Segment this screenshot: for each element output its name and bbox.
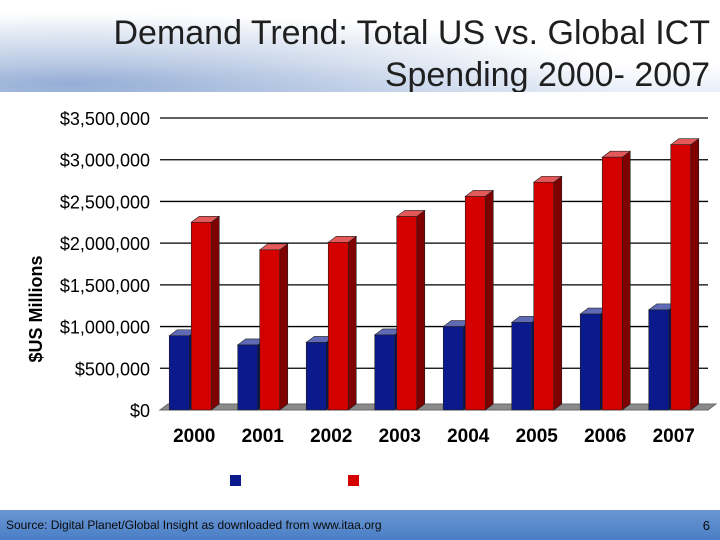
y-axis-label: $US Millions bbox=[26, 255, 46, 362]
bar-face bbox=[396, 216, 418, 411]
source-note: Source: Digital Planet/Global Insight as… bbox=[6, 518, 382, 532]
legend-swatch-series-1 bbox=[230, 475, 241, 486]
x-tick-label: 2004 bbox=[447, 426, 490, 447]
x-tick-label: 2003 bbox=[379, 426, 421, 447]
x-tick-labels: 2000 2001 2002 2003 2004 2005 2006 2007 bbox=[173, 426, 695, 447]
bar-side bbox=[279, 243, 289, 411]
bar-series-2 bbox=[395, 209, 426, 411]
legend bbox=[230, 475, 359, 486]
chart-panel bbox=[0, 92, 720, 510]
title-accent bbox=[0, 0, 720, 92]
y-tick-label: $500,000 bbox=[75, 359, 150, 379]
y-tick-label: $3,500,000 bbox=[60, 109, 150, 129]
bar-face bbox=[259, 249, 281, 411]
bar-face bbox=[442, 326, 464, 411]
bar-face bbox=[237, 344, 259, 411]
bar-series-2 bbox=[669, 138, 700, 411]
x-tick-label: 2002 bbox=[310, 426, 352, 447]
bars bbox=[168, 138, 700, 411]
bar-face bbox=[511, 322, 533, 411]
y-tick-label: $3,000,000 bbox=[60, 151, 150, 171]
bar-face bbox=[601, 156, 623, 411]
bar-side bbox=[484, 189, 494, 411]
bar-chart: $US Millions $0 $500,000 $1,000,000 $1,500,… bbox=[26, 109, 718, 486]
y-tick-label: $2,000,000 bbox=[60, 234, 150, 254]
bar-side bbox=[416, 209, 426, 411]
bar-side bbox=[690, 138, 700, 411]
x-tick-label: 2007 bbox=[653, 426, 695, 447]
y-tick-label: $1,000,000 bbox=[60, 318, 150, 338]
y-tick-label: $1,500,000 bbox=[60, 276, 150, 296]
x-tick-label: 2000 bbox=[173, 426, 215, 447]
y-tick-label: $0 bbox=[130, 401, 150, 421]
title-bar bbox=[0, 0, 720, 92]
bar-face bbox=[168, 335, 190, 411]
bar-series-2 bbox=[601, 150, 632, 411]
bar-side bbox=[347, 235, 357, 411]
slide-title: Demand Trend: Total US vs. Global ICT Sp… bbox=[113, 14, 710, 94]
bar-side bbox=[210, 215, 220, 411]
page-number: 6 bbox=[702, 518, 710, 533]
x-tick-label: 2001 bbox=[242, 426, 285, 447]
bar-face bbox=[533, 181, 555, 411]
bar-face bbox=[670, 144, 692, 411]
bar-face bbox=[327, 242, 349, 411]
bar-face bbox=[305, 342, 327, 411]
bar-face bbox=[579, 313, 601, 411]
bar-series-2 bbox=[327, 235, 358, 411]
bar-face bbox=[374, 334, 396, 411]
bar-series-2 bbox=[258, 243, 289, 411]
bar-face bbox=[464, 196, 486, 411]
bar-series-2 bbox=[464, 189, 495, 411]
legend-swatch-series-2 bbox=[348, 475, 359, 486]
bar-series-2 bbox=[190, 215, 221, 411]
x-tick-label: 2005 bbox=[516, 426, 559, 447]
bar-side bbox=[553, 175, 563, 411]
y-tick-label: $2,500,000 bbox=[60, 192, 150, 212]
footer-band bbox=[0, 510, 720, 540]
x-tick-label: 2006 bbox=[584, 426, 626, 447]
bar-face bbox=[190, 221, 212, 411]
bar-series-2 bbox=[532, 175, 563, 411]
bar-side bbox=[621, 150, 631, 411]
bar-face bbox=[648, 309, 670, 411]
y-tick-labels: $0 $500,000 $1,000,000 $1,500,000 $2,000,000… bbox=[60, 109, 150, 421]
